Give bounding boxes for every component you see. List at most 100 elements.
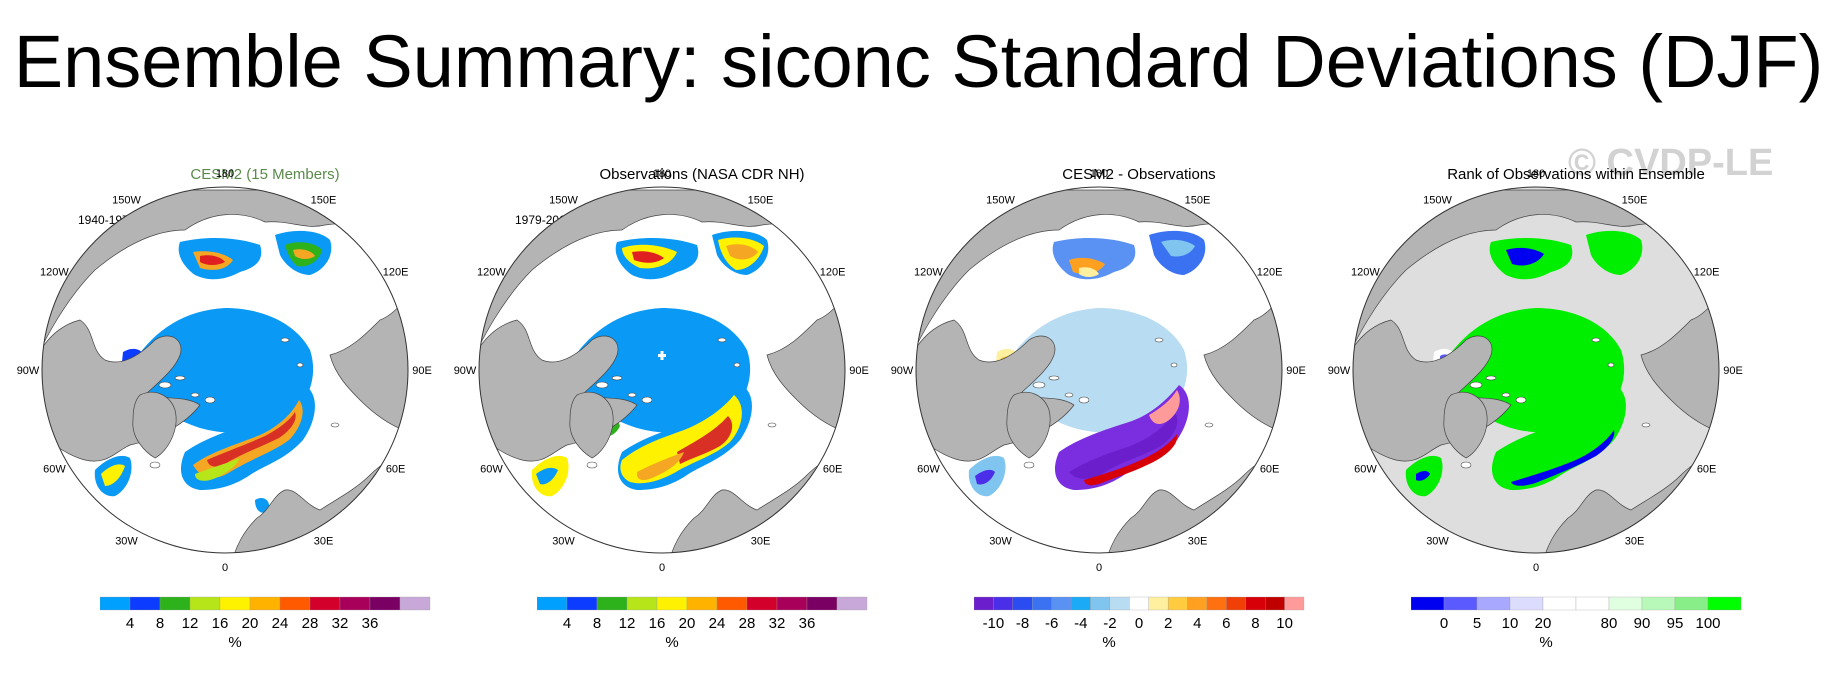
longitude-label: 90W <box>1328 365 1351 377</box>
colorbar-swatch <box>1167 596 1188 611</box>
longitude-label: 60W <box>917 464 940 476</box>
colorbar-unit: % <box>1539 634 1552 651</box>
colorbar-swatch <box>129 596 161 611</box>
longitude-label: 60W <box>1354 464 1377 476</box>
longitude-label: 150W <box>986 194 1015 206</box>
colorbar-tick: 8 <box>1251 615 1259 632</box>
colorbar-tick: 8 <box>593 615 601 632</box>
longitude-label: 120W <box>914 267 943 279</box>
sea-ice-field <box>636 452 684 480</box>
panel-title: CESM2 - Observations <box>1062 166 1216 183</box>
colorbar-tick: 24 <box>272 615 289 632</box>
lake <box>641 396 653 404</box>
colorbar-swatch <box>100 596 131 611</box>
sea-ice-field <box>632 251 664 263</box>
colorbar-swatch <box>339 596 371 611</box>
colorbar: -10 -8 -6 -4 -2 0 2 4 6 8 10% <box>974 596 1305 651</box>
colorbar-tick: -6 <box>1045 615 1058 632</box>
sea-ice-field <box>677 416 733 464</box>
longitude-label: 150W <box>112 194 141 206</box>
lake <box>733 362 741 368</box>
colorbar-swatch <box>1226 596 1246 611</box>
lake <box>190 392 200 398</box>
colorbar-tick: 0 <box>1135 615 1143 632</box>
colorbar: 4 8 12 16 20 24 28 32 36% <box>100 596 431 651</box>
colorbar-swatch <box>249 596 281 611</box>
colorbar-tick: 4 <box>1193 615 1201 632</box>
colorbar-swatch <box>1032 596 1052 611</box>
colorbar-swatch <box>1245 596 1266 611</box>
longitude-label: 0 <box>1096 562 1102 574</box>
longitude-label: 90E <box>1286 365 1306 377</box>
colorbar-tick: 100 <box>1695 615 1720 632</box>
lake <box>1048 375 1060 381</box>
sea-ice-field <box>1586 230 1643 275</box>
colorbar: 4 8 12 16 20 24 28 32 36% <box>537 596 868 651</box>
colorbar-swatch <box>309 596 341 611</box>
colorbar-swatch <box>1109 596 1130 611</box>
sea-ice-field <box>255 498 270 513</box>
colorbar-swatch <box>1411 596 1445 611</box>
lake <box>586 461 598 469</box>
sea-ice-field <box>195 458 240 481</box>
lake <box>595 381 609 389</box>
longitude-label: 60E <box>1260 464 1280 476</box>
longitude-label: 60E <box>823 464 843 476</box>
longitude-label: 30W <box>1426 536 1449 548</box>
colorbar-tick: 10 <box>1502 615 1519 632</box>
lake <box>204 396 216 404</box>
lake <box>1501 392 1511 398</box>
colorbar-tick: 36 <box>362 615 379 632</box>
longitude-label: 180 <box>653 168 671 180</box>
greenland <box>569 391 614 459</box>
longitude-label: 90W <box>17 365 40 377</box>
colorbar-swatch <box>716 596 748 611</box>
longitude-label: 90E <box>1723 365 1743 377</box>
longitude-label: 120E <box>383 267 409 279</box>
colorbar-tick: 90 <box>1634 615 1651 632</box>
colorbar-tick: 95 <box>1667 615 1684 632</box>
colorbar-swatch <box>1090 596 1111 611</box>
sea-ice-field <box>975 469 995 485</box>
colorbar-swatch <box>159 596 191 611</box>
colorbar-swatch <box>1012 596 1033 611</box>
colorbar-tick: 0 <box>1440 615 1448 632</box>
longitude-label: 150E <box>748 194 774 206</box>
lake <box>767 422 777 428</box>
colorbar: 0 5 10 20 80 90 95 100% <box>1411 596 1742 651</box>
colorbar-tick: 4 <box>563 615 571 632</box>
sea-ice-field <box>101 464 125 486</box>
colorbar-swatch <box>993 596 1013 611</box>
colorbar-tick: 16 <box>212 615 229 632</box>
colorbar-swatch <box>1641 596 1676 611</box>
sea-ice-field <box>1161 239 1195 257</box>
colorbar-tick: 28 <box>302 615 319 632</box>
colorbar-swatch <box>626 596 658 611</box>
longitude-label: 30W <box>552 536 575 548</box>
panel-difference: CESM2 - Observations 180 150E 120E 90E 60E 30… <box>891 160 1369 660</box>
greenland <box>1443 391 1488 459</box>
sea-ice-field <box>207 412 296 467</box>
colorbar-swatch <box>537 596 568 611</box>
colorbar-swatch <box>399 596 431 611</box>
longitude-label: 60W <box>43 464 66 476</box>
colorbar-tick: -2 <box>1103 615 1116 632</box>
colorbar-swatch <box>219 596 251 611</box>
colorbar-tick: -4 <box>1074 615 1087 632</box>
greenland <box>132 391 177 459</box>
longitude-label: 180 <box>1090 168 1108 180</box>
lake <box>1460 461 1472 469</box>
colorbar-tick: 24 <box>709 615 726 632</box>
colorbar-swatch <box>1187 596 1208 611</box>
panel-cesm2: CESM2 (15 Members) 1940-1979 180 150E 120E… <box>17 160 495 660</box>
panel-title: Observations (NASA CDR NH) <box>599 166 805 183</box>
sea-ice-field <box>620 395 742 484</box>
colorbar-swatch <box>1542 596 1577 611</box>
lake <box>158 381 172 389</box>
colorbar-swatch <box>1284 596 1305 611</box>
longitude-label: 120W <box>477 267 506 279</box>
colorbar-swatch <box>566 596 598 611</box>
sea-ice-field <box>200 255 225 265</box>
lake <box>627 392 637 398</box>
colorbar-unit: % <box>665 634 678 651</box>
